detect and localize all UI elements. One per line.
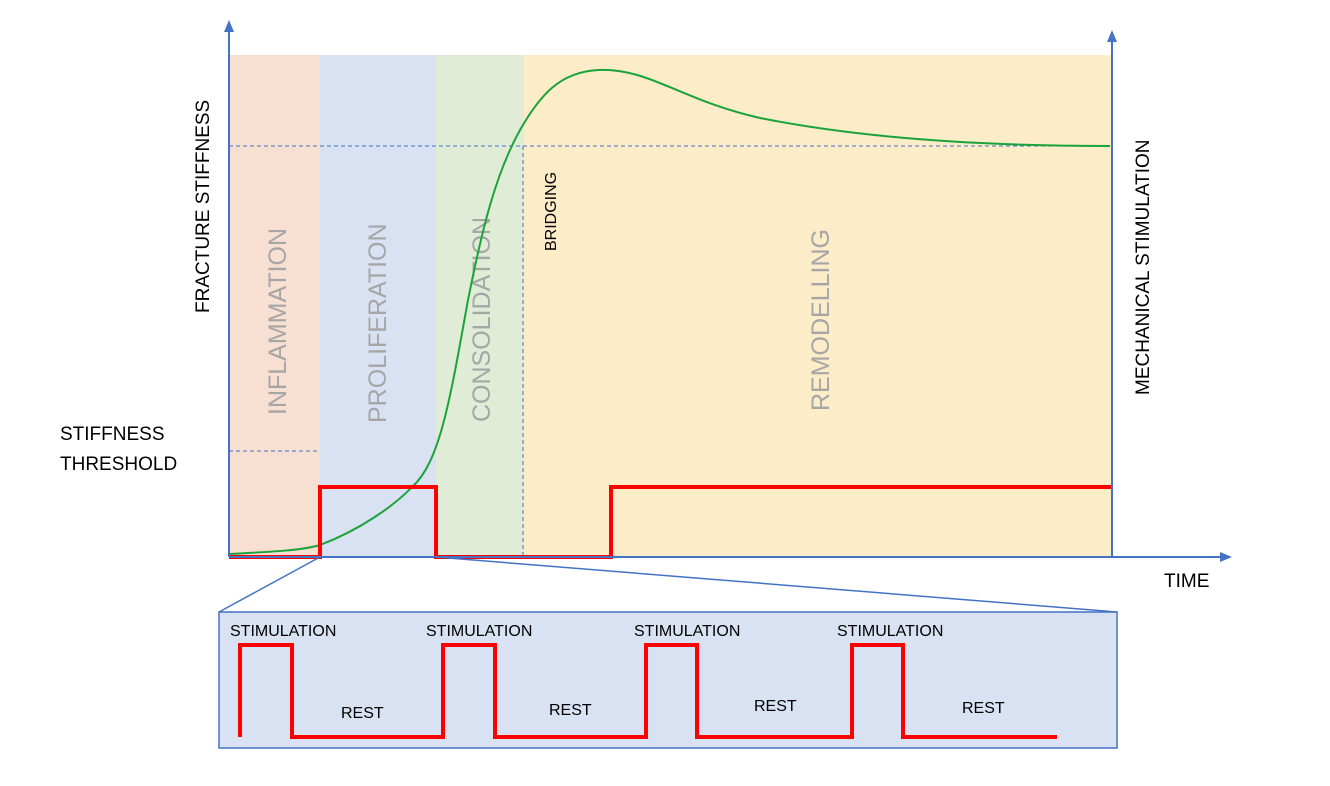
threshold-label-line1: STIFFNESS	[60, 424, 165, 445]
inset-rest-label: REST	[341, 705, 384, 722]
phase-label-proliferation: PROLIFERATION	[364, 223, 392, 423]
stimulation-signal	[229, 485, 1112, 559]
right-y-axis-arrow-icon	[1107, 30, 1117, 42]
stiffness-curve	[228, 68, 1111, 555]
phase-band-remodelling	[524, 55, 1112, 557]
stimulation-detail-inset	[218, 611, 1118, 749]
x-axis-label: TIME	[1164, 571, 1209, 592]
y-axis-right-label: MECHANICAL STIMULATION	[1133, 140, 1154, 395]
inset-stimulation-label: STIMULATION	[634, 623, 740, 640]
phase-label-consolidation: CONSOLIDATION	[468, 217, 496, 422]
phase-label-remodelling: REMODELLING	[807, 229, 835, 411]
x-axis-arrow-icon	[1220, 552, 1232, 562]
inset-rest-label: REST	[754, 698, 797, 715]
inset-stimulation-signal	[238, 643, 1057, 739]
y-axis-left-label: FRACTURE STIFFNESS	[193, 100, 214, 313]
inset-rest-label: REST	[549, 702, 592, 719]
phase-band-consolidation	[436, 55, 524, 557]
phase-label-inflammation: INFLAMMATION	[264, 228, 292, 415]
phase-band-inflammation	[229, 55, 320, 557]
inset-stimulation-label: STIMULATION	[426, 623, 532, 640]
zoom-connector-left	[218, 556, 321, 613]
threshold-label-line2: THRESHOLD	[60, 454, 177, 475]
inset-stimulation-label: STIMULATION	[230, 623, 336, 640]
phase-band-proliferation	[320, 55, 436, 557]
bridging-label: BRIDGING	[543, 172, 560, 251]
zoom-connector-right	[435, 556, 1118, 613]
inset-stimulation-label: STIMULATION	[837, 623, 943, 640]
inset-rest-label: REST	[962, 700, 1005, 717]
left-y-axis-arrow-icon	[224, 20, 234, 32]
